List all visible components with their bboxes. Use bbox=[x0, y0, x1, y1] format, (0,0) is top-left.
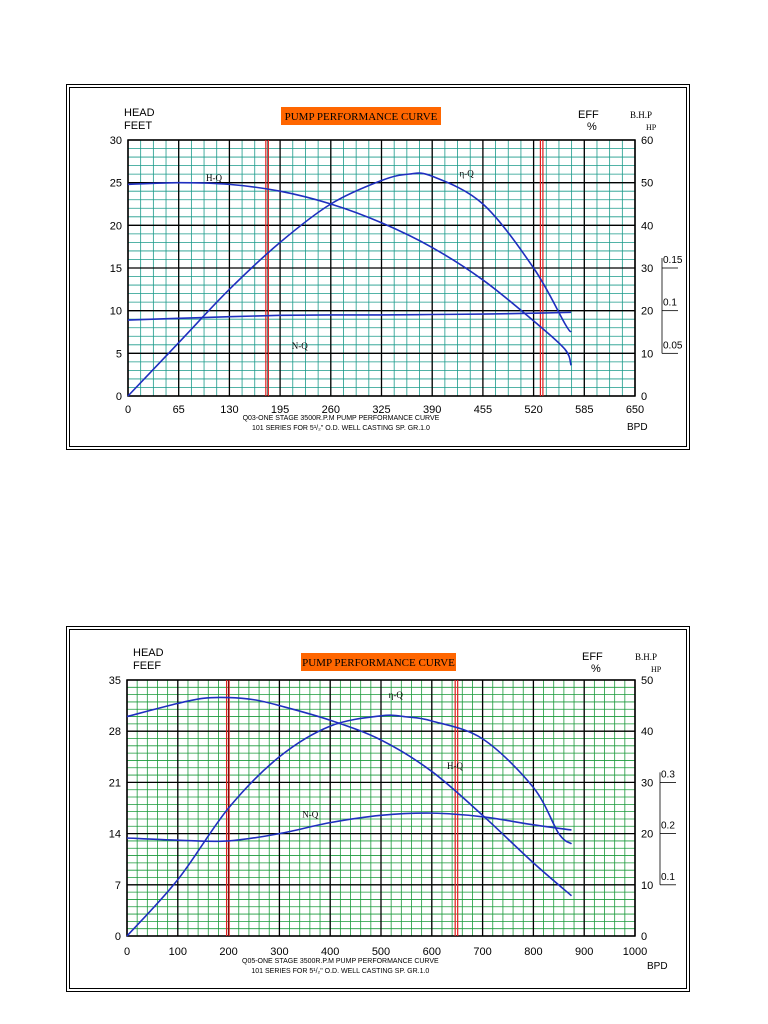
x-tick-label: 700 bbox=[473, 946, 491, 958]
y-right-tick-label: 60 bbox=[641, 135, 653, 147]
y-right-tick-label: 40 bbox=[641, 726, 653, 738]
head-label: HEAD bbox=[133, 647, 164, 659]
chart-title-box bbox=[281, 107, 441, 125]
y-left-tick-label: 20 bbox=[110, 220, 122, 232]
x-tick-label: 500 bbox=[372, 946, 390, 958]
bhp-unit-label: HP bbox=[646, 123, 657, 132]
y-right-tick-label: 10 bbox=[641, 880, 653, 892]
y-left-tick-label: 5 bbox=[116, 348, 122, 360]
eff-label: EFF bbox=[582, 651, 603, 663]
x-tick-label: 260 bbox=[322, 404, 340, 416]
y-left-tick-label: 0 bbox=[115, 931, 121, 943]
y-left-tick-label: 35 bbox=[109, 675, 121, 687]
y-right-tick-label: 50 bbox=[641, 178, 653, 190]
head-unit-label: FEEF bbox=[133, 660, 161, 672]
x-tick-label: 0 bbox=[124, 946, 130, 958]
y-left-tick-label: 30 bbox=[110, 135, 122, 147]
x-tick-label: 455 bbox=[474, 404, 492, 416]
chart-title-box bbox=[301, 653, 456, 671]
chart-panel-q03 bbox=[66, 84, 690, 450]
y-right-tick-label: 20 bbox=[641, 829, 653, 841]
bhp-tick-label: 0.1 bbox=[661, 872, 675, 883]
series-label: N-Q bbox=[292, 341, 308, 351]
series-nq-line bbox=[127, 311, 572, 321]
eff-label: EFF bbox=[578, 109, 599, 121]
x-axis-label: BPD bbox=[627, 422, 648, 433]
series-hq-line bbox=[127, 181, 572, 366]
x-tick-label: 130 bbox=[220, 404, 238, 416]
head-label: HEAD bbox=[124, 107, 155, 119]
footer-line-1: Q05-ONE STAGE 3500R.P.M PUMP PERFORMANCE… bbox=[242, 958, 439, 965]
x-tick-label: 520 bbox=[524, 404, 542, 416]
series-q-line bbox=[126, 714, 573, 937]
y-right-tick-label: 0 bbox=[641, 391, 647, 403]
x-tick-label: 585 bbox=[575, 404, 593, 416]
series-hq-line bbox=[126, 696, 573, 897]
series-label: N-Q bbox=[302, 810, 318, 820]
series-label: H-Q bbox=[447, 761, 463, 771]
bhp-tick-label: 0.1 bbox=[663, 298, 677, 309]
y-left-tick-label: 25 bbox=[110, 178, 122, 190]
y-left-tick-label: 15 bbox=[110, 263, 122, 275]
y-right-tick-label: 40 bbox=[641, 220, 653, 232]
series-label: η-Q bbox=[389, 690, 404, 700]
y-right-tick-label: 20 bbox=[641, 306, 653, 318]
y-right-tick-label: 50 bbox=[641, 675, 653, 687]
y-right-tick-label: 10 bbox=[641, 348, 653, 360]
y-left-tick-label: 10 bbox=[110, 306, 122, 318]
y-left-tick-label: 28 bbox=[109, 726, 121, 738]
x-tick-label: 0 bbox=[125, 404, 131, 416]
grid bbox=[126, 679, 636, 937]
bhp-label: B.H.P bbox=[635, 652, 657, 662]
y-right-tick-label: 30 bbox=[641, 777, 653, 789]
x-tick-label: 325 bbox=[372, 404, 390, 416]
head-unit-label: FEET bbox=[124, 120, 152, 132]
series-label: H-Q bbox=[206, 173, 222, 183]
grid bbox=[127, 139, 636, 397]
series-q-line bbox=[127, 172, 572, 397]
x-tick-label: 650 bbox=[626, 404, 644, 416]
x-tick-label: 200 bbox=[219, 946, 237, 958]
bhp-tick-label: 0.15 bbox=[663, 255, 683, 266]
y-left-tick-label: 21 bbox=[109, 777, 121, 789]
plot-border bbox=[126, 679, 636, 937]
bhp-label: B.H.P bbox=[630, 110, 652, 120]
x-tick-label: 300 bbox=[270, 946, 288, 958]
x-tick-label: 400 bbox=[321, 946, 339, 958]
x-tick-label: 65 bbox=[173, 404, 185, 416]
bhp-tick-label: 0.3 bbox=[661, 769, 675, 780]
footer-line-2: 101 SERIES FOR 5¹/₂" O.D. WELL CASTING S… bbox=[251, 968, 429, 975]
plot-border bbox=[127, 139, 636, 397]
eff-unit-label: % bbox=[591, 663, 601, 675]
footer-line-1: Q03-ONE STAGE 3500R.P.M PUMP PERFORMANCE… bbox=[243, 415, 440, 422]
x-tick-label: 600 bbox=[423, 946, 441, 958]
chart-panel-q05 bbox=[66, 626, 690, 992]
y-left-tick-label: 7 bbox=[115, 880, 121, 892]
bhp-unit-label: HP bbox=[651, 665, 662, 674]
x-tick-label: 800 bbox=[524, 946, 542, 958]
x-axis-label: BPD bbox=[647, 961, 668, 972]
chart-title: PUMP PERFORMANCE CURVE bbox=[302, 657, 455, 669]
x-tick-label: 1000 bbox=[623, 946, 647, 958]
series-nq-line bbox=[126, 812, 572, 843]
x-tick-label: 390 bbox=[423, 404, 441, 416]
series-label: η-Q bbox=[460, 168, 475, 178]
y-left-tick-label: 14 bbox=[109, 829, 121, 841]
bhp-tick-label: 0.05 bbox=[663, 340, 683, 351]
x-tick-label: 100 bbox=[169, 946, 187, 958]
eff-unit-label: % bbox=[587, 121, 597, 133]
x-tick-label: 195 bbox=[271, 404, 289, 416]
y-right-tick-label: 30 bbox=[641, 263, 653, 275]
footer-line-2: 101 SERIES FOR 5¹/₂" O.D. WELL CASTING S… bbox=[252, 425, 430, 432]
x-tick-label: 900 bbox=[575, 946, 593, 958]
y-left-tick-label: 0 bbox=[116, 391, 122, 403]
y-right-tick-label: 0 bbox=[641, 931, 647, 943]
chart-title: PUMP PERFORMANCE CURVE bbox=[285, 111, 438, 123]
bhp-tick-label: 0.2 bbox=[661, 821, 675, 832]
